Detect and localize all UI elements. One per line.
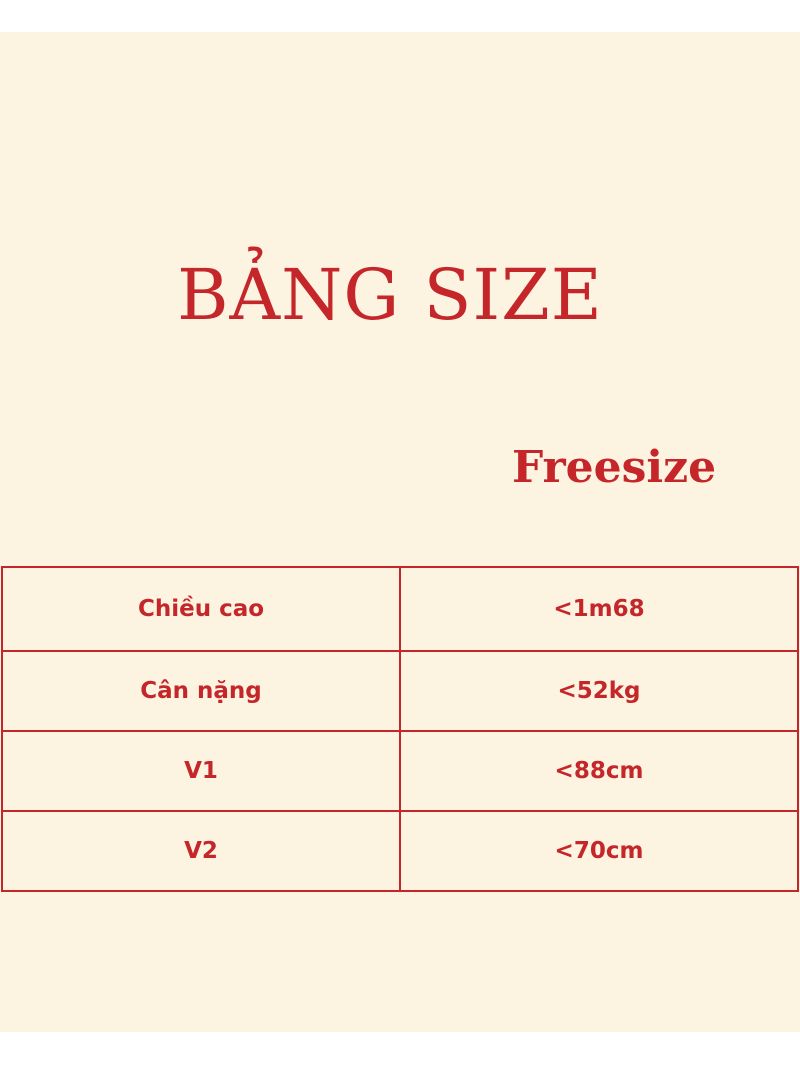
row-value: <1m68 bbox=[399, 566, 799, 652]
size-table: Chiều cao <1m68 Cân nặng <52kg V1 <88cm … bbox=[1, 566, 799, 892]
page-title: BẢNG SIZE bbox=[177, 254, 603, 336]
table-row: V2 <70cm bbox=[1, 810, 799, 892]
row-value: <52kg bbox=[399, 650, 799, 732]
row-value: <70cm bbox=[399, 810, 799, 892]
row-label: Cân nặng bbox=[1, 650, 401, 732]
table-row: V1 <88cm bbox=[1, 730, 799, 812]
table-row: Chiều cao <1m68 bbox=[1, 566, 799, 652]
row-label: V1 bbox=[1, 730, 401, 812]
size-label: Freesize bbox=[512, 442, 717, 493]
row-label: V2 bbox=[1, 810, 401, 892]
row-label: Chiều cao bbox=[1, 566, 401, 652]
row-value: <88cm bbox=[399, 730, 799, 812]
table-row: Cân nặng <52kg bbox=[1, 650, 799, 732]
